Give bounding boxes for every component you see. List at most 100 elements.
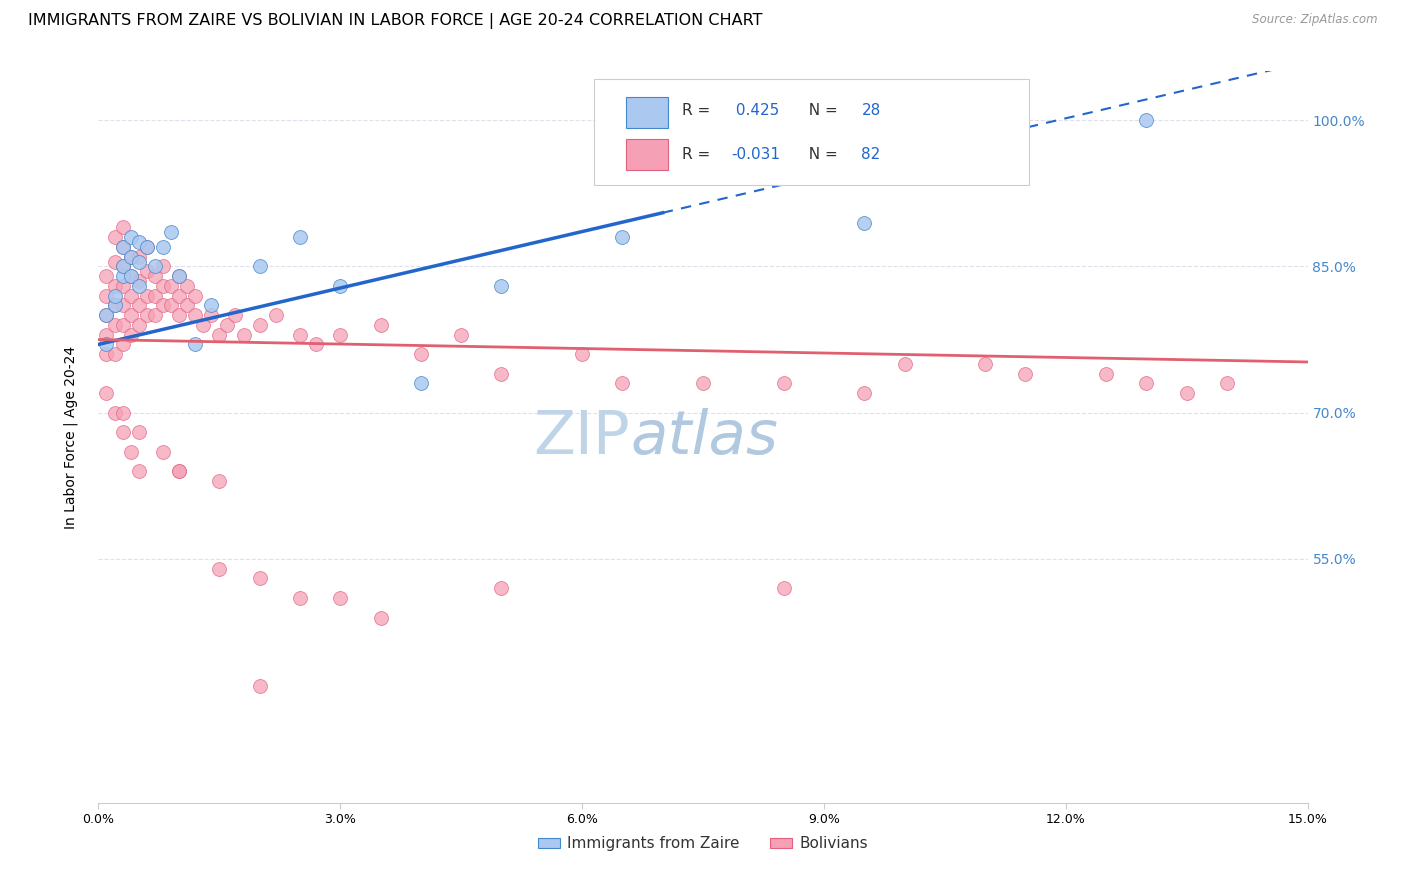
Point (329, 327, 352, 342)
Point (120, 269, 142, 284)
FancyBboxPatch shape (626, 139, 668, 170)
Point (370, 610, 392, 624)
Point (103, 279, 125, 293)
Point (152, 298, 174, 312)
Point (111, 240, 134, 254)
Point (128, 274, 150, 288)
Point (103, 254, 125, 268)
Point (103, 406, 125, 420)
Point (160, 279, 183, 293)
Point (692, 376, 714, 391)
Point (409, 376, 432, 391)
Point (111, 269, 134, 284)
Point (167, 464, 190, 478)
Text: 0.425: 0.425 (731, 103, 779, 119)
Point (491, 279, 513, 293)
Point (135, 240, 157, 254)
Point (128, 279, 150, 293)
Point (120, 250, 142, 264)
Point (152, 444, 174, 458)
Point (128, 254, 150, 268)
Point (111, 318, 134, 332)
Point (491, 581, 513, 595)
Point (200, 298, 222, 312)
Point (128, 318, 150, 332)
Point (772, 376, 794, 391)
Point (111, 298, 134, 312)
Point (96, 308, 118, 322)
Point (111, 425, 134, 440)
FancyBboxPatch shape (595, 78, 1029, 185)
Point (111, 337, 134, 351)
Point (176, 279, 198, 293)
Point (111, 220, 134, 235)
Point (111, 279, 134, 293)
Point (1095, 367, 1118, 381)
Point (370, 318, 392, 332)
Point (120, 250, 142, 264)
Point (612, 230, 634, 244)
Text: atlas: atlas (630, 408, 779, 467)
Point (103, 298, 125, 312)
Point (152, 260, 174, 274)
Point (143, 260, 166, 274)
Point (571, 347, 593, 361)
Point (128, 464, 150, 478)
Point (103, 230, 125, 244)
Text: Source: ZipAtlas.com: Source: ZipAtlas.com (1253, 13, 1378, 27)
Point (120, 269, 142, 284)
Point (111, 240, 134, 254)
Point (135, 308, 157, 322)
Point (208, 474, 231, 488)
Text: ZIP: ZIP (534, 408, 630, 467)
Point (184, 337, 207, 351)
Point (111, 260, 134, 274)
Point (103, 298, 125, 312)
Point (167, 464, 190, 478)
Point (103, 318, 125, 332)
Point (103, 347, 125, 361)
Point (103, 288, 125, 302)
Point (120, 230, 142, 244)
Text: 28: 28 (862, 103, 880, 119)
Point (135, 240, 157, 254)
Point (208, 327, 231, 342)
Point (160, 225, 183, 239)
Point (184, 288, 207, 302)
Y-axis label: In Labor Force | Age 20-24: In Labor Force | Age 20-24 (63, 345, 77, 529)
FancyBboxPatch shape (626, 97, 668, 128)
Point (167, 269, 190, 284)
Point (111, 260, 134, 274)
Point (329, 591, 352, 605)
Point (96, 337, 118, 351)
Point (128, 298, 150, 312)
Point (96, 308, 118, 322)
Point (128, 425, 150, 440)
Text: N =: N = (799, 146, 842, 161)
Point (249, 260, 271, 274)
Point (232, 327, 254, 342)
Point (772, 581, 794, 595)
Point (893, 357, 915, 371)
Point (249, 318, 271, 332)
Point (612, 376, 634, 391)
Point (491, 367, 513, 381)
Point (853, 386, 876, 401)
Point (1135, 376, 1157, 391)
Point (96, 347, 118, 361)
Point (288, 591, 311, 605)
Point (128, 250, 150, 264)
Text: R =: R = (682, 103, 716, 119)
Point (167, 288, 190, 302)
Point (120, 327, 142, 342)
Point (1014, 367, 1036, 381)
Point (249, 679, 271, 693)
Point (143, 269, 166, 284)
Point (1135, 113, 1157, 128)
Point (329, 279, 352, 293)
Point (409, 347, 432, 361)
Point (120, 444, 142, 458)
Point (853, 215, 876, 229)
Text: -0.031: -0.031 (731, 146, 780, 161)
Point (135, 288, 157, 302)
